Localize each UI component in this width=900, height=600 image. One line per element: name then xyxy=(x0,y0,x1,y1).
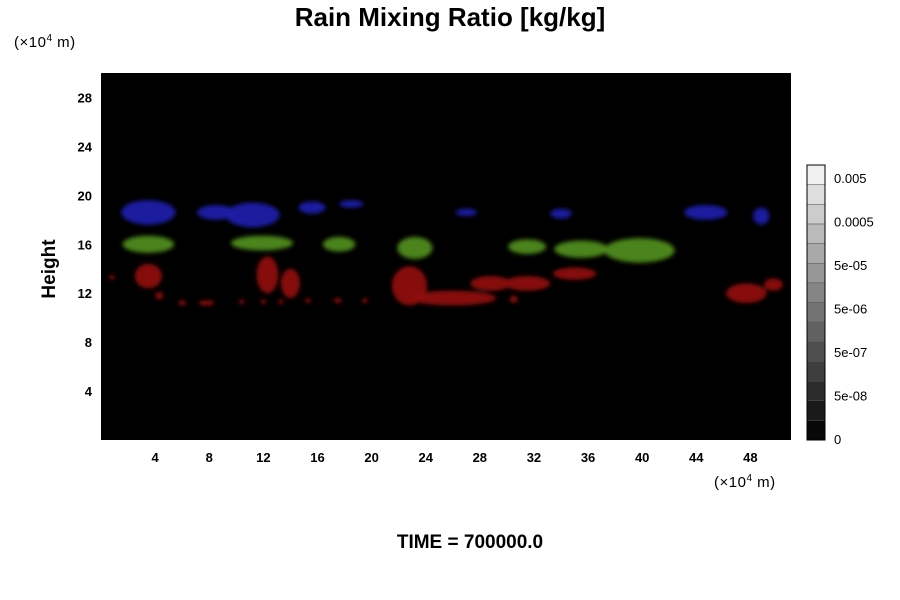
time-label: TIME = 700000.0 xyxy=(396,532,544,553)
region-middle-2 xyxy=(322,236,356,252)
colorbar-level xyxy=(806,321,826,343)
colorbar-frame xyxy=(806,164,826,441)
region-lower-9 xyxy=(763,278,783,291)
x-tick-label: 48 xyxy=(743,450,757,465)
region-lower-18 xyxy=(362,298,368,303)
region-middle-1 xyxy=(230,235,294,251)
region-upper-4 xyxy=(339,200,364,208)
chart-title: Rain Mixing Ratio [kg/kg] xyxy=(294,2,606,32)
region-upper-8 xyxy=(753,207,770,225)
colorbar-level xyxy=(806,262,826,284)
colorbar-level xyxy=(806,341,826,362)
y-tick-label: 28 xyxy=(78,90,92,105)
field-regions xyxy=(109,200,783,306)
region-upper-3 xyxy=(298,201,326,214)
region-lower-19 xyxy=(509,295,518,303)
x-tick-label: 44 xyxy=(689,450,704,465)
region-lower-20 xyxy=(109,274,115,280)
x-unit-tail: m) xyxy=(752,474,776,491)
x-tick-label: 12 xyxy=(256,450,270,465)
colorbar-level xyxy=(806,164,826,185)
y-tick-label: 24 xyxy=(78,139,93,154)
region-upper-2 xyxy=(225,202,280,228)
region-upper-7 xyxy=(684,205,728,220)
y-axis-unit: (×104 m) xyxy=(14,33,76,51)
region-upper-0 xyxy=(121,200,176,225)
x-tick-label: 28 xyxy=(473,450,487,465)
colorbar-tick-label: 5e-07 xyxy=(834,345,867,360)
x-tick-label: 20 xyxy=(364,450,378,465)
region-lower-13 xyxy=(239,299,245,305)
region-lower-16 xyxy=(305,298,311,303)
y-unit-base: (×10 xyxy=(14,34,47,51)
y-tick-label: 16 xyxy=(78,237,92,252)
colorbar-level xyxy=(806,380,826,401)
plot-area xyxy=(101,73,791,440)
y-tick-label: 12 xyxy=(78,286,92,301)
region-lower-17 xyxy=(333,298,342,303)
colorbar-level xyxy=(806,204,826,225)
x-tick-label: 16 xyxy=(310,450,324,465)
region-lower-14 xyxy=(260,299,267,305)
colorbar-level xyxy=(806,282,826,303)
region-lower-8 xyxy=(726,283,767,303)
colorbar-level xyxy=(806,223,826,244)
colorbar-level xyxy=(806,243,826,264)
region-middle-3 xyxy=(397,236,433,259)
colorbar: 0.005 0.0005 5e-05 5e-06 5e-07 5e-08 0 xyxy=(806,164,874,447)
y-axis: 4 8 12 16 20 24 28 xyxy=(78,90,93,399)
region-lower-5 xyxy=(470,276,511,291)
region-lower-4 xyxy=(409,290,497,306)
x-axis-unit: (×104 m) xyxy=(714,473,776,491)
region-upper-5 xyxy=(455,208,478,217)
y-tick-label: 8 xyxy=(85,335,92,350)
region-lower-2 xyxy=(280,268,300,299)
x-unit-base: (×10 xyxy=(714,474,747,491)
region-lower-12 xyxy=(198,300,215,306)
colorbar-level xyxy=(806,361,826,382)
y-tick-label: 4 xyxy=(85,384,93,399)
colorbar-tick-label: 0.005 xyxy=(834,171,867,186)
region-lower-1 xyxy=(256,256,279,294)
region-middle-6 xyxy=(604,238,675,263)
region-middle-4 xyxy=(508,239,547,255)
region-lower-7 xyxy=(552,267,597,280)
x-tick-label: 36 xyxy=(581,450,595,465)
region-lower-15 xyxy=(278,299,284,305)
x-tick-label: 8 xyxy=(206,450,213,465)
y-unit-tail: m) xyxy=(52,34,76,51)
x-tick-label: 24 xyxy=(418,450,433,465)
region-lower-6 xyxy=(504,276,551,291)
y-unit-exponent: 4 xyxy=(46,33,53,44)
y-tick-label: 20 xyxy=(78,188,92,203)
colorbar-tick-label: 5e-05 xyxy=(834,258,867,273)
x-tick-label: 4 xyxy=(152,450,160,465)
x-axis: 4 8 12 16 20 24 28 32 36 40 44 48 xyxy=(152,450,758,465)
colorbar-level xyxy=(806,184,826,205)
region-upper-6 xyxy=(550,208,572,219)
colorbar-tick-label: 0.0005 xyxy=(834,215,874,230)
x-unit-exponent: 4 xyxy=(746,473,753,484)
region-middle-5 xyxy=(554,240,609,258)
region-lower-0 xyxy=(134,263,162,289)
x-tick-label: 40 xyxy=(635,450,649,465)
colorbar-level xyxy=(806,420,826,441)
colorbar-tick-label: 5e-06 xyxy=(834,302,867,317)
region-lower-10 xyxy=(155,291,164,300)
region-lower-11 xyxy=(178,300,187,306)
colorbar-tick-label: 5e-08 xyxy=(834,389,867,404)
x-tick-label: 32 xyxy=(527,450,541,465)
region-upper-1 xyxy=(197,205,235,220)
region-middle-0 xyxy=(122,235,175,253)
colorbar-tick-label: 0 xyxy=(834,432,841,447)
colorbar-level xyxy=(806,400,826,421)
colorbar-level xyxy=(806,302,826,323)
